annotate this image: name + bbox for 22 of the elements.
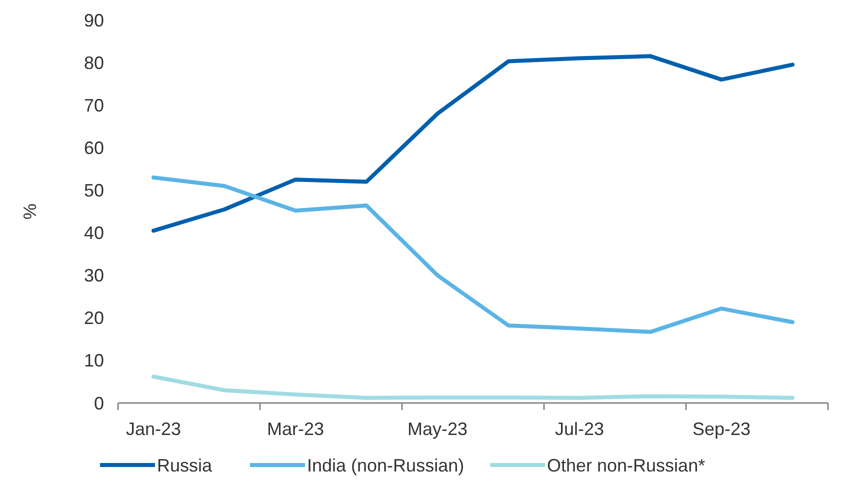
y-tick-label: 10	[84, 350, 104, 371]
legend-label: Other non-Russian*	[547, 455, 706, 476]
y-tick-label: 50	[84, 180, 104, 201]
x-tick-label: Sep-23	[692, 419, 751, 439]
y-tick-label: 30	[84, 266, 104, 286]
x-tick-label: Jan-23	[126, 419, 182, 439]
line-series	[152, 54, 794, 233]
y-tick-label: 80	[84, 52, 104, 73]
line-series	[152, 175, 794, 334]
x-tick-label: Jul-23	[554, 419, 604, 439]
legend-label: India (non-Russian)	[307, 455, 464, 476]
y-tick-label: 0	[94, 393, 104, 414]
x-tick-label: Mar-23	[266, 419, 324, 439]
y-tick-label: 20	[84, 308, 104, 328]
y-tick-label: 40	[84, 223, 104, 244]
line-series	[152, 374, 794, 400]
y-tick-label: 70	[84, 95, 104, 116]
y-tick-label: 60	[84, 138, 104, 158]
y-axis-title: %	[20, 203, 40, 220]
x-tick-label: May-23	[407, 419, 468, 439]
legend-label: Russia	[157, 455, 214, 476]
y-tick-label: 90	[84, 10, 104, 30]
